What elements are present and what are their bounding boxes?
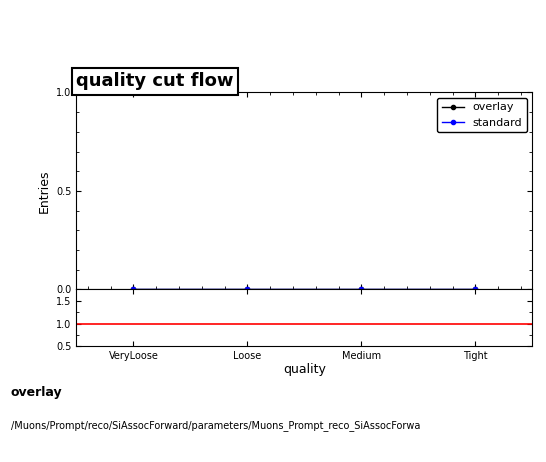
Text: quality cut flow: quality cut flow [76, 72, 234, 90]
Legend: overlay, standard: overlay, standard [437, 98, 527, 133]
Line: overlay: overlay [132, 287, 477, 292]
Line: standard: standard [132, 287, 477, 292]
Y-axis label: Entries: Entries [38, 169, 51, 213]
standard [472, 287, 479, 292]
X-axis label: quality: quality [283, 363, 326, 376]
overlay [130, 287, 136, 292]
overlay [244, 287, 251, 292]
overlay [358, 287, 365, 292]
standard [358, 287, 365, 292]
Text: /Muons/Prompt/reco/SiAssocForward/parameters/Muons_Prompt_reco_SiAssocForwa: /Muons/Prompt/reco/SiAssocForward/parame… [11, 420, 420, 432]
standard [244, 287, 251, 292]
overlay [472, 287, 479, 292]
standard [130, 287, 136, 292]
Text: overlay: overlay [11, 386, 63, 399]
